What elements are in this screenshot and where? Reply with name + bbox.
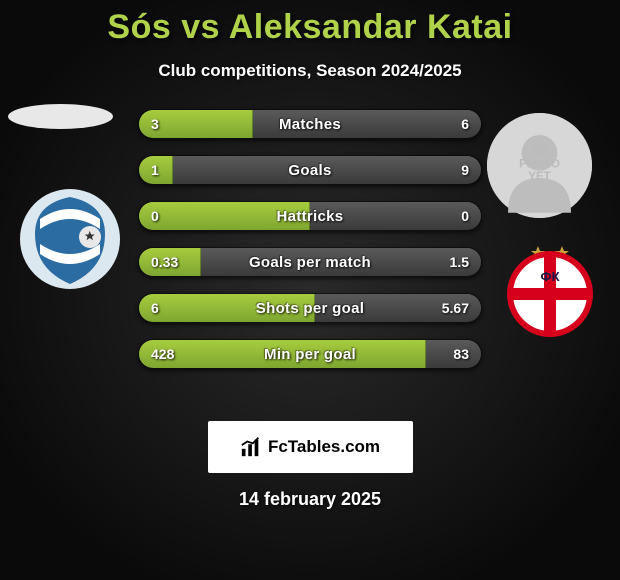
stat-row: Matches3 6 bbox=[138, 109, 482, 139]
stat-row: Hattricks0 0 bbox=[138, 201, 482, 231]
svg-text:NO: NO bbox=[531, 146, 548, 158]
brand-text: FcTables.com bbox=[268, 437, 380, 457]
svg-text:YET: YET bbox=[528, 171, 550, 183]
brand-badge: FcTables.com bbox=[208, 421, 413, 473]
stat-row: Goals1 9 bbox=[138, 155, 482, 185]
comparison-panel: NO PHOTO YET ФК Matches3 6 Goals1 9 Hattrick… bbox=[0, 109, 620, 409]
club-left-icon bbox=[20, 189, 120, 289]
stat-value-right: 9 bbox=[461, 156, 469, 184]
stat-value-left: 3 bbox=[151, 110, 159, 138]
stat-label: Goals per match bbox=[139, 248, 481, 276]
stat-value-left: 0.33 bbox=[151, 248, 178, 276]
svg-text:PHOTO: PHOTO bbox=[519, 159, 560, 171]
stat-value-left: 6 bbox=[151, 294, 159, 322]
chart-icon bbox=[240, 436, 262, 458]
stat-label: Hattricks bbox=[139, 202, 481, 230]
svg-text:ФК: ФК bbox=[540, 269, 559, 284]
stat-value-left: 428 bbox=[151, 340, 174, 368]
stat-label: Shots per goal bbox=[139, 294, 481, 322]
club-right-badge: ФК bbox=[500, 244, 600, 344]
stat-row: Shots per goal6 5.67 bbox=[138, 293, 482, 323]
stat-row: Goals per match0.33 1.5 bbox=[138, 247, 482, 277]
stat-label: Matches bbox=[139, 110, 481, 138]
stat-value-left: 1 bbox=[151, 156, 159, 184]
stat-label: Min per goal bbox=[139, 340, 481, 368]
subtitle: Club competitions, Season 2024/2025 bbox=[0, 61, 620, 81]
club-left-badge bbox=[20, 189, 120, 289]
player-left-avatar bbox=[8, 104, 113, 129]
club-right-icon: ФК bbox=[500, 244, 600, 344]
stats-list: Matches3 6 Goals1 9 Hattricks0 0 Goals per mat… bbox=[138, 109, 482, 385]
stat-value-right: 0 bbox=[461, 202, 469, 230]
stat-row: Min per goal428 83 bbox=[138, 339, 482, 369]
stat-value-right: 83 bbox=[453, 340, 469, 368]
no-photo-icon: NO PHOTO YET bbox=[487, 113, 592, 218]
page-title: Sós vs Aleksandar Katai bbox=[0, 0, 620, 47]
stat-value-right: 5.67 bbox=[442, 294, 469, 322]
stat-value-right: 6 bbox=[461, 110, 469, 138]
comparison-date: 14 february 2025 bbox=[0, 489, 620, 510]
stat-value-left: 0 bbox=[151, 202, 159, 230]
stat-label: Goals bbox=[139, 156, 481, 184]
stat-value-right: 1.5 bbox=[450, 248, 469, 276]
player-right-avatar: NO PHOTO YET bbox=[487, 113, 592, 218]
